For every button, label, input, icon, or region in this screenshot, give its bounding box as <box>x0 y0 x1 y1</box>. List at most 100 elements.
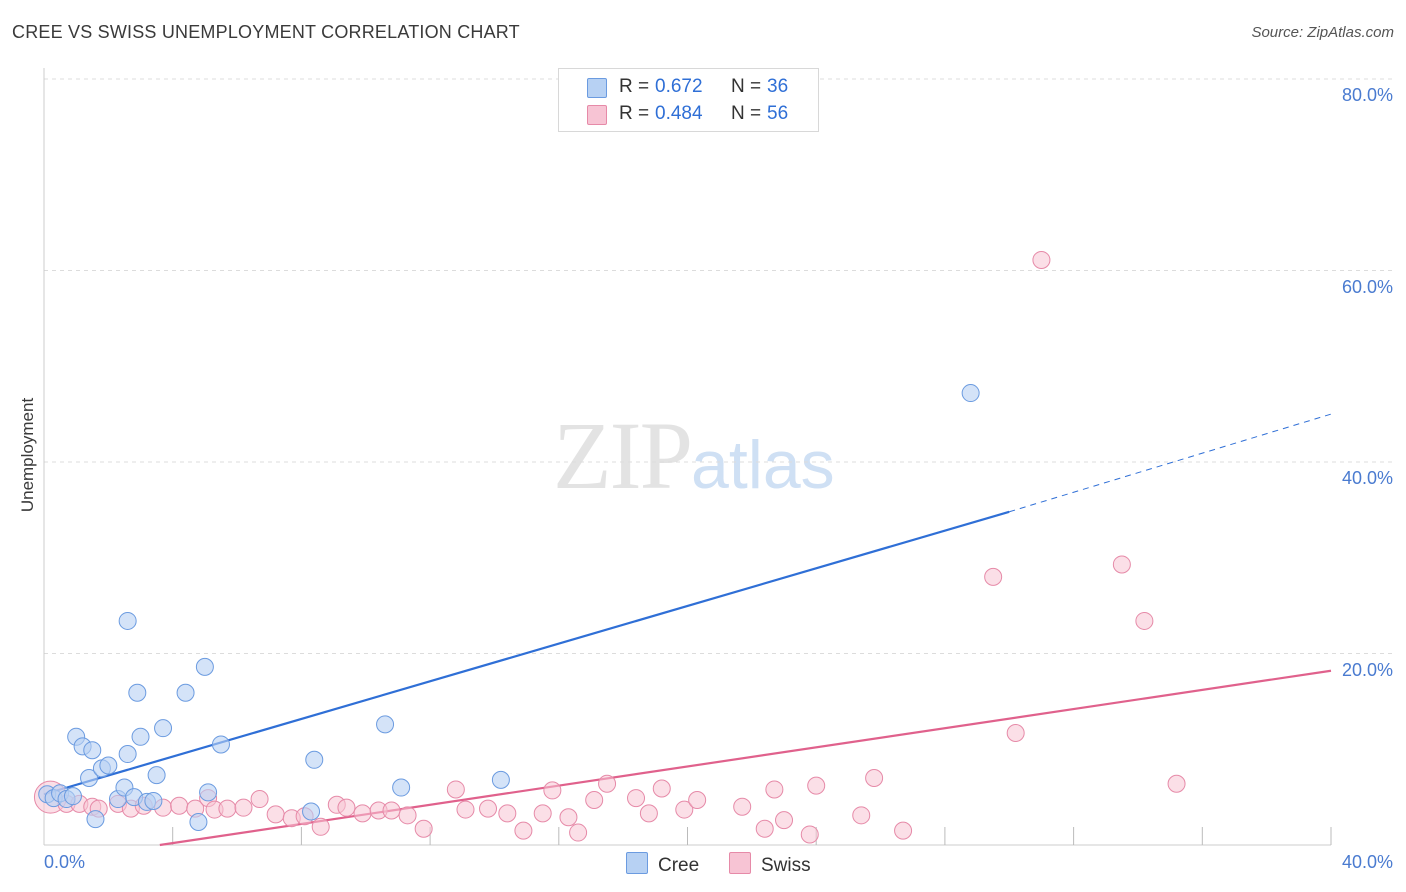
swiss-point <box>984 567 1003 586</box>
swiss-point <box>170 796 189 815</box>
y-tick-label: 40.0% <box>1341 468 1393 488</box>
swiss-point <box>675 800 694 819</box>
cree-point <box>83 741 102 760</box>
grid-layer <box>44 78 1392 654</box>
bottom-swiss-label: Swiss <box>761 855 811 876</box>
swiss-point <box>755 819 774 838</box>
cree-point <box>199 783 218 802</box>
swiss-point <box>1006 723 1025 742</box>
swiss-n-value: 56 <box>767 103 789 124</box>
swiss-point <box>775 811 794 830</box>
chart-source: Source: ZipAtlas.com <box>1251 24 1394 41</box>
cree-point <box>147 766 166 785</box>
cree-r-label: R = <box>619 76 650 97</box>
cree-point <box>118 745 137 764</box>
swiss-point <box>250 790 269 809</box>
y-tick-label: 60.0% <box>1341 276 1393 297</box>
watermark-atlas: atlas <box>691 427 835 503</box>
cree-point <box>131 727 150 746</box>
swiss-r-value: 0.484 <box>655 103 703 124</box>
cree-n-label: N = <box>731 76 762 97</box>
cree-point <box>195 657 214 676</box>
correlation-legend: R = 0.672 N = 36 R = 0.484 N = 56 <box>558 68 819 132</box>
cree-point <box>80 768 99 787</box>
bottom-legend-cree: Cree <box>626 852 699 877</box>
swiss-point <box>479 799 498 818</box>
cree-points-layer <box>38 384 980 832</box>
bottom-legend-swiss: Swiss <box>729 852 811 877</box>
swiss-point <box>1135 611 1154 630</box>
swiss-point <box>398 806 417 825</box>
zipatlas-watermark: ZIPatlas <box>553 400 835 511</box>
x-tick-label-min: 0.0% <box>44 852 86 872</box>
swiss-point <box>337 798 356 817</box>
swiss-point <box>688 790 707 809</box>
bottom-cree-swatch <box>626 852 648 874</box>
cree-point <box>176 683 195 702</box>
swiss-point <box>1167 774 1186 793</box>
cree-r-value: 0.672 <box>655 76 703 97</box>
swiss-point <box>807 776 826 795</box>
swiss-point <box>1032 250 1051 269</box>
cree-point <box>302 802 321 821</box>
cree-n-value: 36 <box>767 76 789 97</box>
swiss-point <box>234 798 253 817</box>
bottom-cree-label: Cree <box>658 855 700 876</box>
cree-point <box>189 813 208 832</box>
cree-trend-line <box>43 510 1010 796</box>
swiss-point <box>382 801 401 820</box>
cree-swatch <box>587 78 607 98</box>
y-tick-label: 20.0% <box>1341 659 1393 680</box>
swiss-point <box>627 789 646 808</box>
swiss-point <box>514 821 533 840</box>
cree-point <box>63 787 82 806</box>
swiss-point <box>498 804 517 823</box>
cree-point <box>305 750 324 769</box>
cree-trend-extension <box>1009 413 1332 513</box>
swiss-point <box>569 823 588 842</box>
chart-title: CREE VS SWISS UNEMPLOYMENT CORRELATION C… <box>12 22 520 42</box>
axis-layer <box>43 68 1332 846</box>
swiss-point <box>533 804 552 823</box>
swiss-point <box>353 804 372 823</box>
swiss-point <box>733 797 752 816</box>
cree-point <box>154 719 173 738</box>
y-tick-label: 80.0% <box>1341 85 1393 105</box>
bottom-swiss-swatch <box>729 852 751 874</box>
swiss-point <box>585 790 604 809</box>
cree-point <box>99 756 118 775</box>
swiss-n-label: N = <box>731 103 762 124</box>
swiss-point <box>559 808 578 827</box>
x-tick-label-max: 40.0% <box>1341 852 1393 872</box>
cree-trend-layer <box>43 413 1332 796</box>
swiss-point <box>311 817 330 836</box>
swiss-trend-line <box>159 669 1332 847</box>
swiss-point <box>800 825 819 844</box>
swiss-point <box>865 768 884 787</box>
cree-point <box>86 810 105 829</box>
cree-point <box>128 683 147 702</box>
swiss-point <box>765 780 784 799</box>
swiss-point <box>1112 555 1131 574</box>
cree-point <box>144 791 163 810</box>
swiss-point <box>543 781 562 800</box>
watermark-zip: ZIP <box>553 402 693 509</box>
swiss-point <box>414 819 433 838</box>
swiss-point <box>218 799 237 818</box>
swiss-point <box>894 821 913 840</box>
cree-point <box>392 778 411 797</box>
swiss-point <box>598 774 617 793</box>
cree-point <box>961 384 980 403</box>
y-axis-label: Unemployment <box>18 397 37 513</box>
cree-point <box>118 611 137 630</box>
swiss-r-label: R = <box>619 103 650 124</box>
swiss-point <box>266 805 285 824</box>
cree-point <box>376 715 395 734</box>
swiss-swatch <box>587 105 607 125</box>
swiss-point <box>652 779 671 798</box>
swiss-point <box>852 806 871 825</box>
swiss-point <box>456 800 475 819</box>
swiss-trend-layer <box>159 669 1332 847</box>
cree-point <box>491 770 510 789</box>
